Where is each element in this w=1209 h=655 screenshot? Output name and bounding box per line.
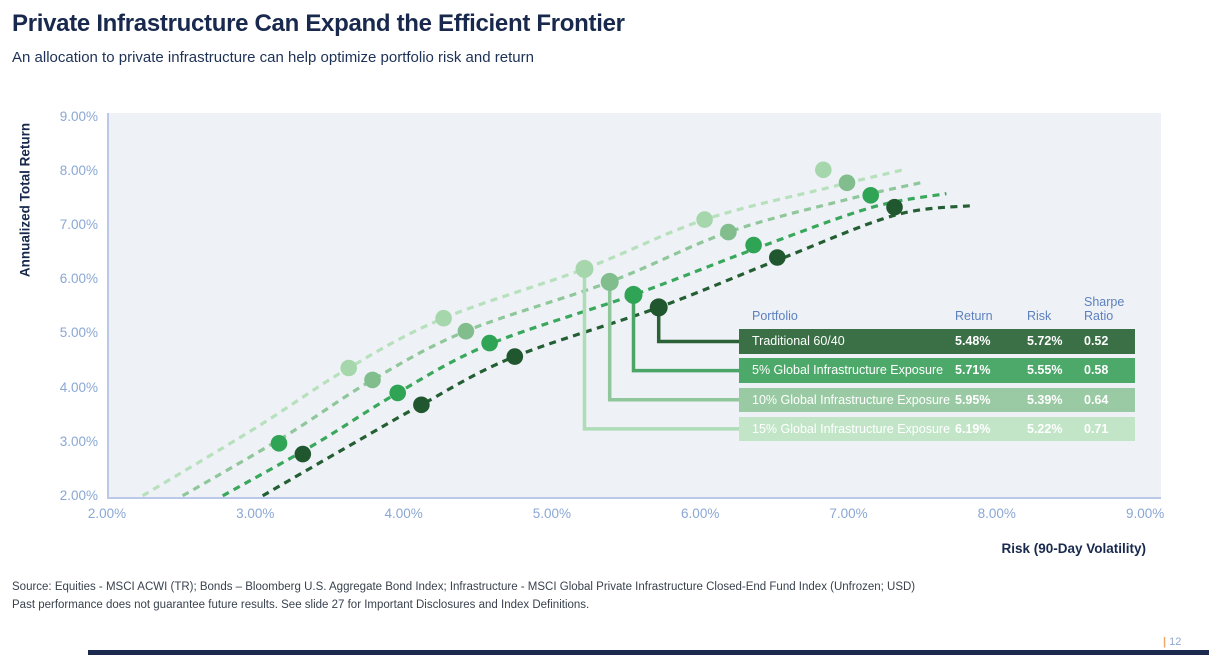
portfolio-cell: 15% Global Infrastructure Exposure	[752, 421, 951, 436]
page-subtitle: An allocation to private infrastructure …	[12, 49, 534, 66]
page-number: | 12	[1163, 636, 1181, 648]
y-tick-label: 7.00%	[59, 217, 98, 233]
portfolio-cell: 10% Global Infrastructure Exposure	[752, 392, 951, 407]
x-axis-title: Risk (90-Day Volatility)	[1001, 541, 1146, 556]
sharpe-cell: 0.64	[1084, 392, 1109, 407]
risk-cell: 5.55%	[1027, 363, 1063, 378]
source-text-line2: Past performance does not guarantee futu…	[12, 599, 590, 611]
x-tick-label: 8.00%	[977, 506, 1016, 521]
y-tick-label: 5.00%	[59, 325, 98, 341]
x-tick-label: 5.00%	[532, 506, 572, 521]
page-number-value: 12	[1169, 636, 1182, 648]
col-header-portfolio: Portfolio	[752, 309, 798, 323]
y-tick-label: 4.00%	[59, 379, 98, 395]
page-number-divider: |	[1163, 636, 1167, 648]
risk-cell: 5.39%	[1027, 392, 1063, 407]
x-tick-label: 2.00%	[87, 506, 127, 521]
col-header-risk: Risk	[1027, 309, 1052, 323]
x-tick-label: 6.00%	[681, 506, 720, 521]
table-row: 5% Global Infrastructure Exposure 5.71% 5.…	[739, 358, 1135, 383]
y-tick-label: 6.00%	[59, 271, 98, 287]
table-row: 15% Global Infrastructure Exposure 6.19% 5…	[739, 416, 1135, 442]
x-tick-label: 9.00%	[1125, 506, 1165, 521]
risk-cell: 5.22%	[1027, 421, 1063, 436]
y-tick-label: 3.00%	[59, 433, 98, 449]
page-title: Private Infrastructure Can Expand the Ef…	[12, 10, 625, 37]
y-tick-label: 2.00%	[59, 487, 98, 503]
x-tick-label: 7.00%	[829, 506, 868, 521]
x-tick-label: 3.00%	[236, 506, 275, 521]
risk-cell: 5.72%	[1027, 334, 1063, 349]
sharpe-cell: 0.58	[1084, 363, 1109, 378]
sharpe-cell: 0.52	[1084, 334, 1109, 349]
bottom-accent-bar	[88, 650, 1209, 655]
y-axis-title: Annualized Total Return	[17, 122, 33, 278]
x-tick-label: 4.00%	[384, 506, 423, 521]
y-tick-label: 9.00%	[59, 108, 98, 124]
portfolio-cell: 5% Global Infrastructure Exposure	[752, 363, 944, 378]
source-text-line1: Source: Equities - MSCI ACWI (TR); Bonds…	[12, 581, 916, 593]
sharpe-cell: 0.71	[1084, 421, 1109, 436]
col-header-return: Return	[955, 309, 993, 323]
table-row: Traditional 60/40 5.48% 5.72% 0.52	[739, 329, 1135, 354]
return-cell: 5.48%	[955, 334, 991, 349]
y-tick-label: 8.00%	[59, 162, 98, 178]
return-cell: 5.95%	[955, 392, 991, 407]
table-row: 10% Global Infrastructure Exposure 5.95% 5…	[739, 387, 1135, 413]
portfolio-cell: Traditional 60/40	[752, 334, 845, 349]
return-cell: 6.19%	[955, 421, 991, 436]
return-cell: 5.71%	[955, 363, 991, 378]
col-header-sharpe: Sharpe Ratio	[1084, 295, 1125, 323]
